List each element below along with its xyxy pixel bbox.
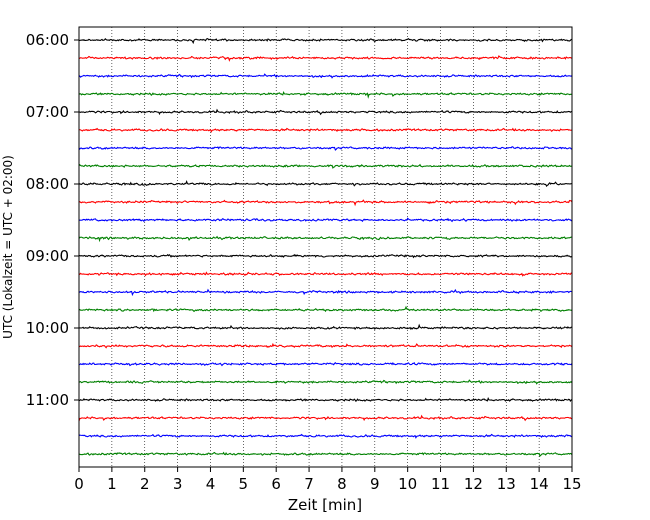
x-tick-label: 5: [239, 475, 249, 493]
y-tick-label: 07:00: [26, 103, 69, 121]
trace-line: [78, 38, 573, 45]
x-tick-label: 4: [206, 475, 216, 493]
trace-line: [78, 235, 573, 243]
plot-background: [79, 27, 572, 467]
trace-line: [78, 342, 573, 349]
plot-frame: [78, 26, 573, 468]
trace-line: [78, 253, 573, 259]
x-tick-label: 10: [398, 475, 417, 493]
trace-line: [78, 91, 573, 99]
trace-line: [78, 146, 573, 151]
x-tick-label: 0: [74, 475, 84, 493]
trace-line: [78, 397, 573, 403]
x-tick-label: 2: [140, 475, 150, 493]
x-axis: 0 1 2 3 4 5 6 7 8 9 10 11 12 13 14 15: [74, 467, 582, 493]
y-tick-label: 09:00: [26, 247, 69, 265]
x-tick-label: 13: [497, 475, 516, 493]
x-tick-label: 3: [173, 475, 183, 493]
y-tick-label: 08:00: [26, 175, 69, 193]
trace-line: [78, 55, 573, 62]
x-tick-label: 7: [304, 475, 314, 493]
grid-lines: [111, 27, 540, 467]
trace-line: [78, 379, 573, 385]
trace-series: [78, 38, 573, 457]
trace-line: [78, 73, 573, 79]
x-tick-label: 11: [431, 475, 450, 493]
x-tick-label: 1: [107, 475, 117, 493]
trace-line: [78, 451, 573, 457]
trace-line: [78, 127, 573, 133]
trace-line: [78, 271, 573, 277]
x-tick-label: 9: [370, 475, 380, 493]
trace-line: [78, 361, 573, 367]
x-tick-label: 15: [562, 475, 581, 493]
trace-line: [78, 180, 573, 188]
x-tick-label: 14: [530, 475, 549, 493]
trace-line: [78, 305, 573, 313]
trace-line: [78, 433, 573, 439]
trace-line: [78, 414, 573, 422]
y-axis-label: UTC (Lokalzeit = UTC + 02:00): [1, 155, 15, 339]
trace-line: [78, 163, 573, 169]
trace-line: [78, 217, 573, 223]
y-tick-label: 10:00: [26, 319, 69, 337]
y-axis: 06:00 07:00 08:00 09:00 10:00 11:00: [26, 31, 79, 409]
trace-line: [78, 108, 573, 116]
x-tick-label: 12: [464, 475, 483, 493]
trace-line: [78, 323, 573, 331]
trace-line: [78, 288, 573, 297]
y-tick-label: 11:00: [26, 391, 69, 409]
x-tick-label: 8: [337, 475, 347, 493]
y-tick-label: 06:00: [26, 31, 69, 49]
x-tick-label: 6: [271, 475, 281, 493]
trace-line: [78, 199, 573, 207]
x-axis-label: Zeit [min]: [288, 496, 362, 514]
